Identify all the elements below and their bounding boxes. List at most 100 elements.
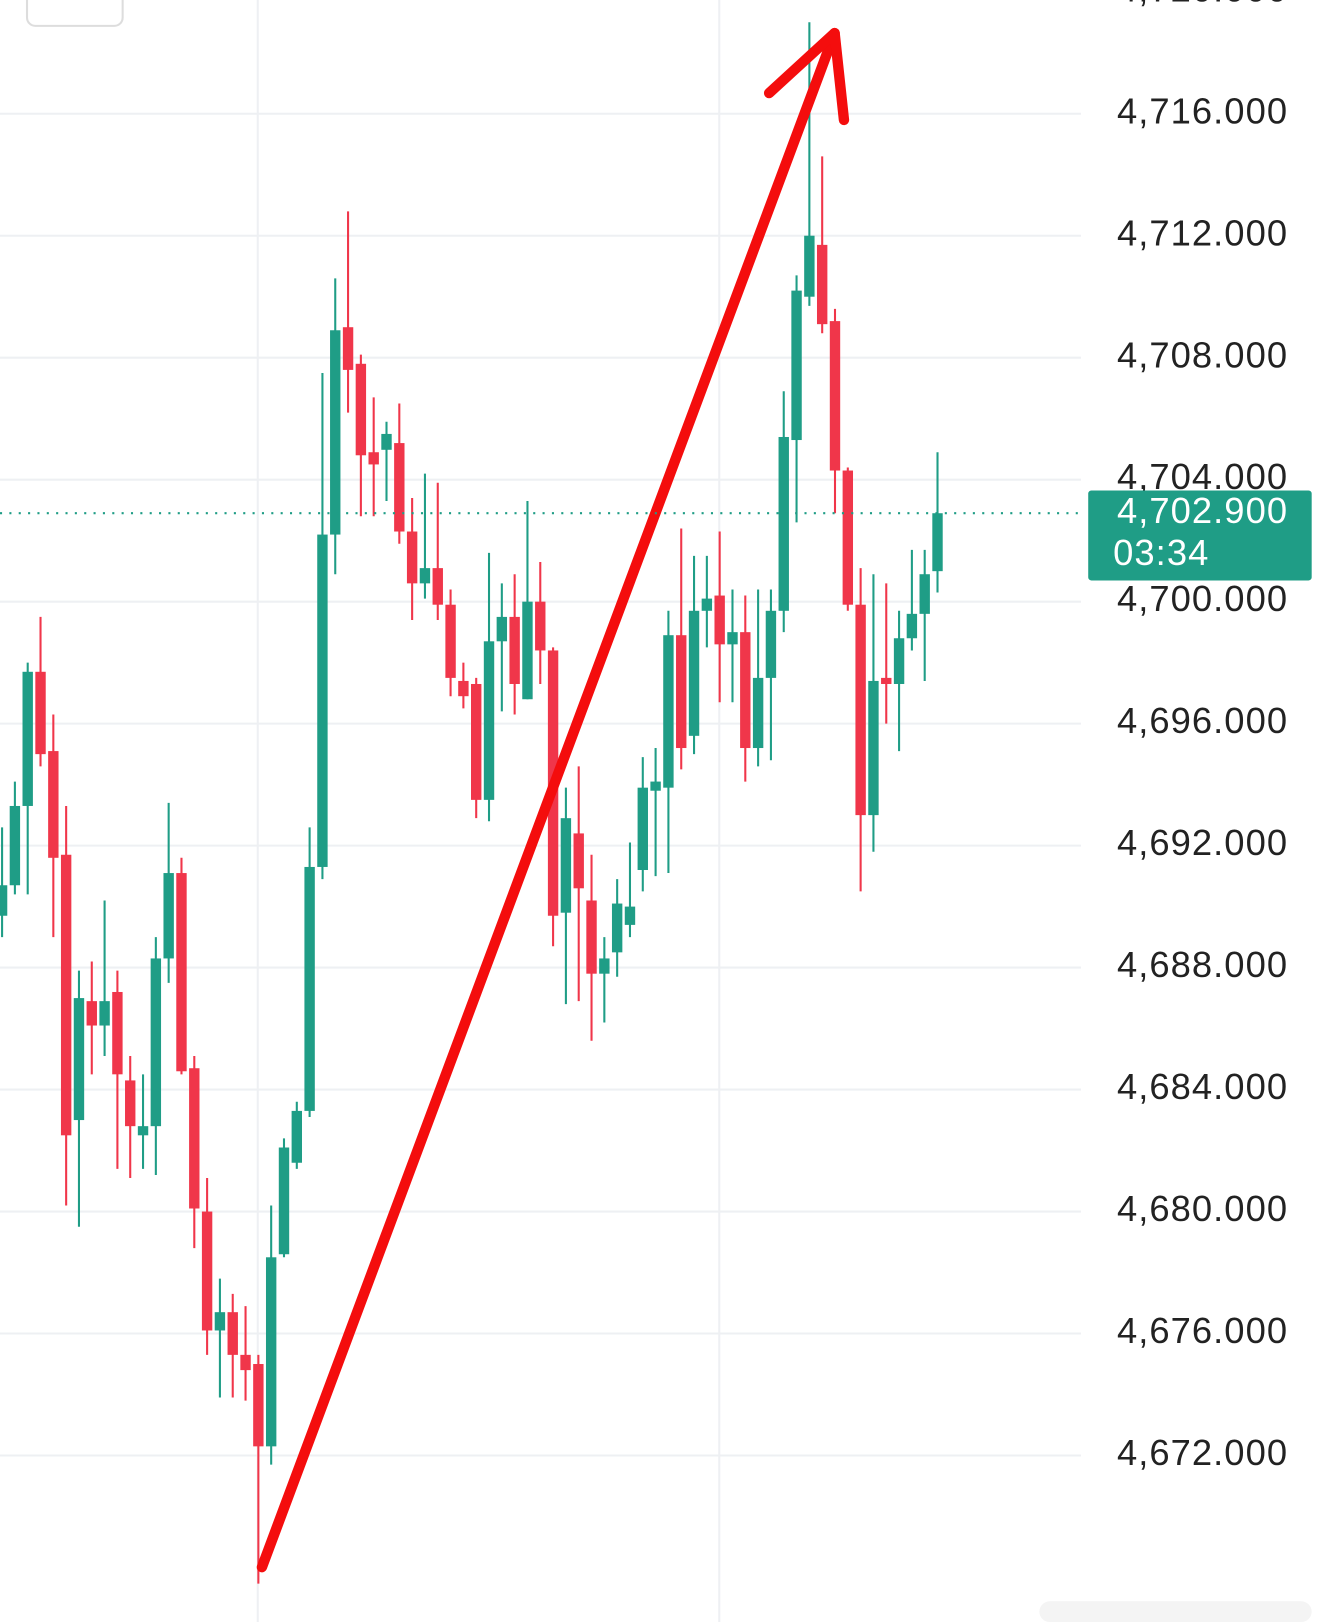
candle-body <box>304 866 315 1111</box>
candle-body <box>445 604 456 678</box>
candle-body <box>816 244 828 325</box>
y-tick-label: 4,688.000 <box>1117 944 1288 985</box>
candle-body <box>265 1257 277 1447</box>
candle-body <box>509 616 520 684</box>
candle-body <box>163 873 174 959</box>
candle-body <box>201 1211 213 1331</box>
arrow-head <box>763 27 850 126</box>
candle-body <box>394 443 405 532</box>
candle-body <box>855 604 866 816</box>
candle-body <box>99 1001 110 1026</box>
y-tick-label: 4,672.000 <box>1117 1432 1288 1473</box>
y-tick-label: 4,700.000 <box>1117 578 1288 619</box>
candle-body <box>701 598 713 611</box>
candle-body <box>278 1147 290 1255</box>
candle-body <box>804 235 815 297</box>
candle-body <box>752 677 764 749</box>
candle-body <box>791 290 802 441</box>
candle-body <box>406 531 418 584</box>
y-tick-label: 4,708.000 <box>1117 334 1288 375</box>
candle-body <box>663 635 674 788</box>
y-tick-label: 4,684.000 <box>1117 1066 1288 1107</box>
arrow-shaft <box>256 27 840 1573</box>
y-tick-label: 4,676.000 <box>1117 1310 1288 1351</box>
candle-body <box>0 885 8 916</box>
scroll-pill <box>1039 1601 1312 1622</box>
toolbar-button[interactable] <box>25 0 124 27</box>
candle-body <box>253 1364 264 1447</box>
candle-body <box>419 568 431 584</box>
grid <box>0 112 1081 1457</box>
candle-body <box>842 470 854 605</box>
candle-body <box>35 671 46 755</box>
last-price-label: 4,702.900 <box>1117 490 1288 531</box>
candle-body <box>624 906 636 925</box>
candle-body <box>176 873 187 1072</box>
candle-body <box>676 635 687 749</box>
candles <box>0 22 943 1584</box>
candle-body <box>317 534 328 867</box>
candle-body <box>727 632 738 645</box>
candle-body <box>291 1110 303 1163</box>
y-tick-label: 4,716.000 <box>1117 90 1288 131</box>
candle-body <box>496 616 508 642</box>
y-axis: 4,672.000 4,676.000 4,680.000 4,684.000 4,68… <box>1117 0 1288 1473</box>
candle-body <box>227 1312 238 1355</box>
candle-body <box>125 1080 136 1127</box>
candle-body <box>714 595 725 645</box>
candle-body <box>829 321 841 471</box>
candle-body <box>73 998 85 1121</box>
candle-body <box>112 991 123 1075</box>
candle-body <box>355 363 367 456</box>
candle-body <box>330 330 341 535</box>
y-tick-label: 4,720.000 <box>1117 0 1288 9</box>
last-price-box <box>1088 490 1312 581</box>
candle-body <box>560 818 572 913</box>
candle-body <box>471 683 482 800</box>
candle-body <box>599 958 610 974</box>
candle-body <box>586 900 597 974</box>
candle-body <box>778 436 789 611</box>
candle-body <box>48 751 59 858</box>
candle-body <box>650 781 661 791</box>
y-tick-label: 4,692.000 <box>1117 822 1288 863</box>
y-tick-label: 4,712.000 <box>1117 212 1288 253</box>
candle-body <box>150 958 162 1127</box>
candle-body <box>483 641 495 800</box>
candle-body <box>893 638 905 684</box>
candle-body <box>240 1354 251 1371</box>
candle-body <box>22 671 33 806</box>
candle-body <box>458 680 469 697</box>
candle-body <box>906 613 918 639</box>
candle-body <box>432 568 443 605</box>
candle-body <box>86 1001 97 1026</box>
candle-body <box>688 610 700 736</box>
y-tick-label: 4,696.000 <box>1117 700 1288 741</box>
candle-body <box>573 833 584 889</box>
candle-body <box>342 327 354 370</box>
candle-body <box>881 677 892 684</box>
candle-body <box>919 574 930 614</box>
candle-body <box>189 1068 200 1209</box>
candle-body <box>611 903 623 953</box>
candle-body <box>522 601 533 700</box>
candle-body <box>9 805 21 886</box>
candle-body <box>740 632 751 749</box>
candle-body <box>868 680 879 816</box>
candle-body <box>765 610 777 678</box>
candle-body <box>60 854 72 1136</box>
candle-body <box>381 433 392 450</box>
candle-body <box>932 513 943 572</box>
candle-body <box>214 1312 226 1331</box>
y-tick-label: 4,704.000 <box>1117 456 1288 497</box>
annotation-arrow <box>256 27 850 1573</box>
y-tick-label: 4,680.000 <box>1117 1188 1288 1229</box>
candle-body <box>535 601 546 651</box>
candle-body <box>637 787 648 871</box>
candle-body <box>137 1126 149 1136</box>
countdown: 03:34 <box>1113 532 1209 573</box>
candle-body <box>368 452 379 465</box>
